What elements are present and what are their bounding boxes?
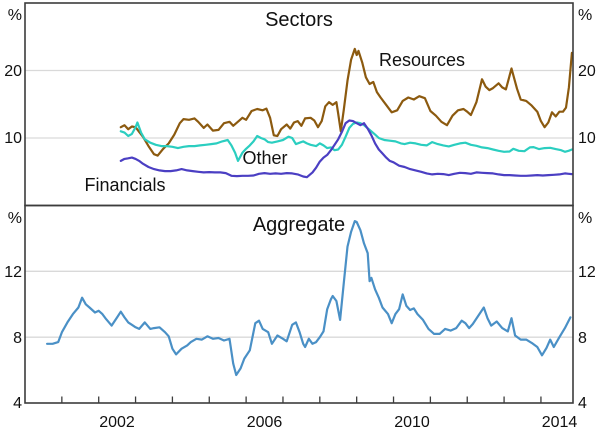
xtick-label-2014: 2014 [542,414,578,431]
top-ytick-20-right: 20 [578,63,596,80]
bottom-ytick-4-left: 4 [13,395,22,412]
top-unit-right: % [578,7,592,24]
xtick-label-2010: 2010 [394,414,430,431]
financials-series-label: Financials [84,175,165,195]
top-ytick-10-left: 10 [4,130,22,147]
x-axis-ticks [61,396,542,403]
xtick-label-2006: 2006 [247,414,283,431]
bottom-panel-title: Aggregate [253,214,345,236]
bottom-ytick-4-right: 4 [578,395,587,412]
top-ytick-20-left: 20 [4,63,22,80]
other-line [119,121,574,162]
top-ytick-10-right: 10 [578,130,596,147]
resources-series-label: Resources [379,50,465,70]
bottom-unit-left: % [8,210,22,227]
bottom-unit-right: % [578,210,592,227]
bottom-ytick-8-left: 8 [13,330,22,347]
aggregate-line [45,220,572,377]
bottom-panel-frame [24,204,574,404]
xtick-label-2002: 2002 [99,414,135,431]
other-series-label: Other [242,148,287,168]
gridlines [25,69,573,338]
top-panel-title: Sectors [265,9,333,31]
series-lines [45,47,574,377]
bottom-ytick-12-right: 12 [578,264,596,281]
top-unit-left: % [8,7,22,24]
bottom-ytick-12-left: 12 [4,264,22,281]
bottom-ytick-8-right: 8 [578,330,587,347]
financials-line [119,119,574,179]
resources-line [119,47,574,157]
